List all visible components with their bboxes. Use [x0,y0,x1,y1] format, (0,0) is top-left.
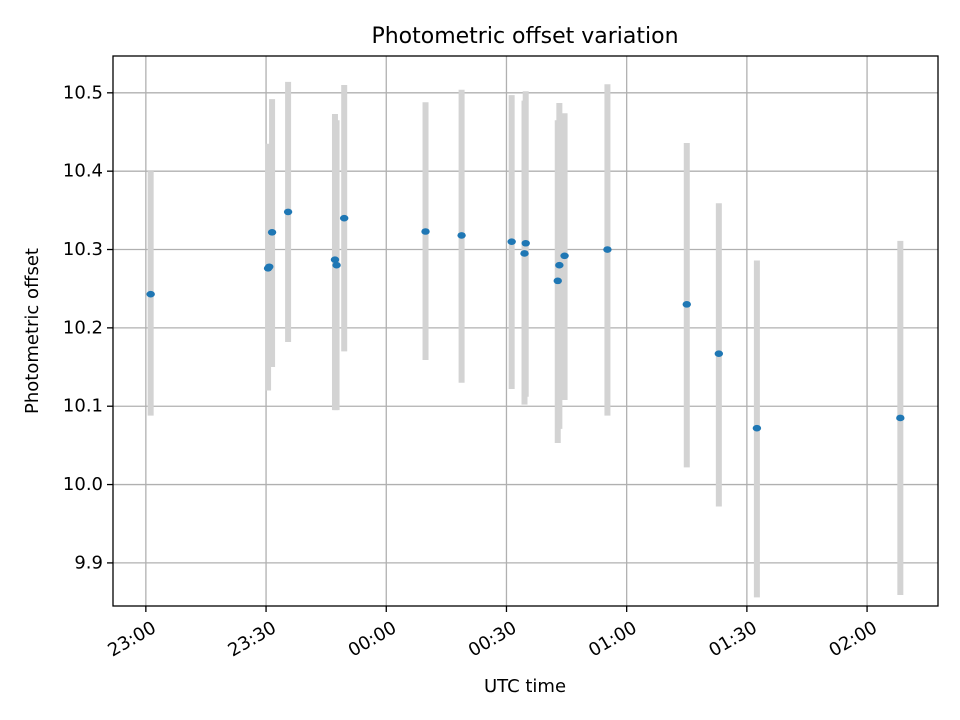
data-point [339,214,349,222]
y-tick-label: 10.0 [63,474,103,495]
data-point [146,290,155,298]
chart-title: Photometric offset variation [371,24,678,49]
data-point [714,350,724,358]
data-point [457,232,466,239]
y-tick-label: 10.4 [63,161,103,182]
data-point [265,263,274,271]
y-tick-label: 10.3 [63,239,103,260]
data-point [283,208,293,216]
data-point [521,239,530,247]
data-point [555,261,564,269]
data-point [267,228,277,236]
plot-area: 23:00 23:30 00:00 00:30 01:00 01:30 02:009.910… [63,55,939,661]
y-tick-label: 9.9 [74,552,103,573]
y-tick-label: 10.5 [63,82,103,103]
data-point [553,277,562,285]
data-point [560,252,569,260]
y-tick-label: 10.1 [63,396,103,417]
data-point [520,250,529,257]
data-point [603,246,612,253]
axes-frame [112,55,939,607]
x-axis-label: UTC time [484,676,566,697]
data-point [896,414,905,422]
data-point [682,301,691,308]
data-point [330,256,340,264]
y-tick-label: 10.2 [63,317,103,338]
y-axis-label: Photometric offset [22,248,43,414]
data-point [332,261,341,269]
data-point [752,424,762,432]
data-point [421,228,430,235]
data-point [507,238,516,245]
